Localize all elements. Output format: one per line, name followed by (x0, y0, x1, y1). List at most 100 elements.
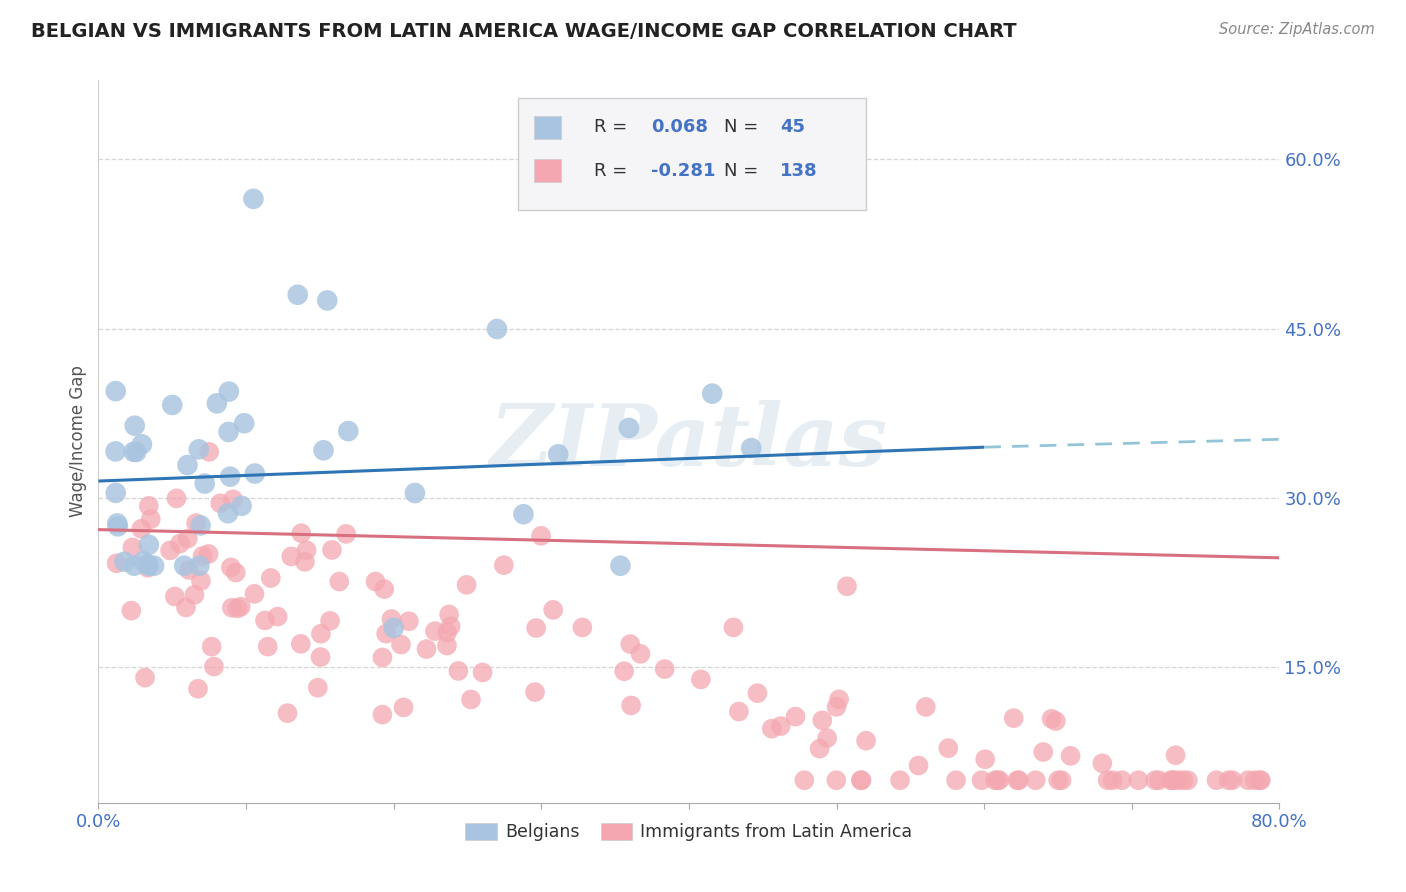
Point (440, 619, 463, 633)
Point (380, 612, 402, 626)
Point (104, 444, 127, 458)
Point (825, 773, 848, 788)
Text: N =: N = (724, 161, 765, 179)
Point (914, 700, 936, 714)
Point (120, 604, 142, 618)
Point (547, 447, 569, 461)
Point (290, 637, 312, 651)
Point (1249, 773, 1271, 788)
Point (184, 516, 207, 530)
Point (1218, 773, 1240, 788)
Point (209, 496, 232, 510)
Point (382, 621, 405, 635)
Point (125, 445, 148, 459)
Point (163, 590, 186, 604)
Point (1008, 773, 1031, 788)
FancyBboxPatch shape (534, 116, 561, 139)
Point (226, 601, 249, 615)
Point (728, 705, 751, 719)
Point (197, 547, 219, 561)
Point (222, 492, 245, 507)
Point (769, 719, 792, 733)
Point (335, 527, 357, 541)
Point (988, 773, 1011, 788)
Point (136, 558, 159, 572)
Point (392, 700, 415, 714)
Point (1173, 773, 1195, 788)
Point (139, 512, 162, 526)
Point (747, 686, 769, 700)
Point (984, 773, 1007, 788)
Point (371, 707, 394, 722)
Point (280, 549, 302, 564)
Point (456, 578, 478, 592)
Point (828, 692, 851, 706)
Point (187, 442, 209, 457)
Point (811, 714, 834, 728)
Point (166, 491, 188, 506)
Point (1002, 711, 1025, 725)
Point (201, 640, 224, 654)
Point (613, 665, 636, 679)
Point (437, 607, 460, 622)
FancyBboxPatch shape (517, 98, 866, 211)
Point (389, 638, 412, 652)
Point (136, 561, 159, 575)
Point (114, 555, 136, 569)
Point (134, 671, 156, 685)
Point (122, 445, 145, 459)
Point (266, 609, 288, 624)
Point (177, 563, 200, 577)
Point (307, 681, 329, 695)
Point (229, 599, 252, 614)
Point (104, 384, 127, 398)
Point (337, 424, 360, 438)
Point (855, 733, 877, 747)
Point (654, 662, 676, 676)
Point (423, 624, 446, 639)
Point (174, 600, 197, 615)
Point (620, 698, 643, 713)
Point (173, 558, 195, 573)
Point (143, 558, 166, 573)
Point (530, 529, 553, 543)
Point (1128, 773, 1150, 788)
Point (835, 579, 858, 593)
Point (1040, 712, 1063, 726)
Point (131, 437, 153, 451)
Point (221, 600, 243, 615)
Text: ZIPatlas: ZIPatlas (489, 400, 889, 483)
Point (328, 574, 350, 589)
Legend: Belgians, Immigrants from Latin America: Belgians, Immigrants from Latin America (458, 816, 920, 848)
Point (1101, 773, 1123, 788)
Point (987, 773, 1010, 788)
Point (233, 416, 256, 430)
Point (808, 741, 831, 756)
Point (194, 476, 217, 491)
Point (617, 421, 640, 435)
Text: R =: R = (595, 119, 634, 136)
Point (1025, 773, 1047, 788)
Point (290, 526, 312, 541)
Point (571, 620, 593, 634)
Point (1045, 714, 1067, 728)
Text: BELGIAN VS IMMIGRANTS FROM LATIN AMERICA WAGE/INCOME GAP CORRELATION CHART: BELGIAN VS IMMIGRANTS FROM LATIN AMERICA… (31, 22, 1017, 41)
Point (105, 556, 128, 570)
Point (316, 293, 339, 308)
Text: N =: N = (724, 119, 765, 136)
Point (1220, 773, 1243, 788)
Point (723, 620, 745, 634)
Point (219, 469, 242, 483)
Point (188, 558, 211, 573)
Point (218, 425, 240, 439)
Point (1164, 748, 1187, 763)
Point (375, 626, 398, 640)
Point (1059, 748, 1081, 763)
Point (191, 549, 214, 563)
Point (217, 506, 239, 520)
Point (260, 571, 283, 585)
Point (524, 621, 547, 635)
Point (460, 692, 482, 706)
Point (242, 192, 264, 206)
Point (104, 486, 127, 500)
